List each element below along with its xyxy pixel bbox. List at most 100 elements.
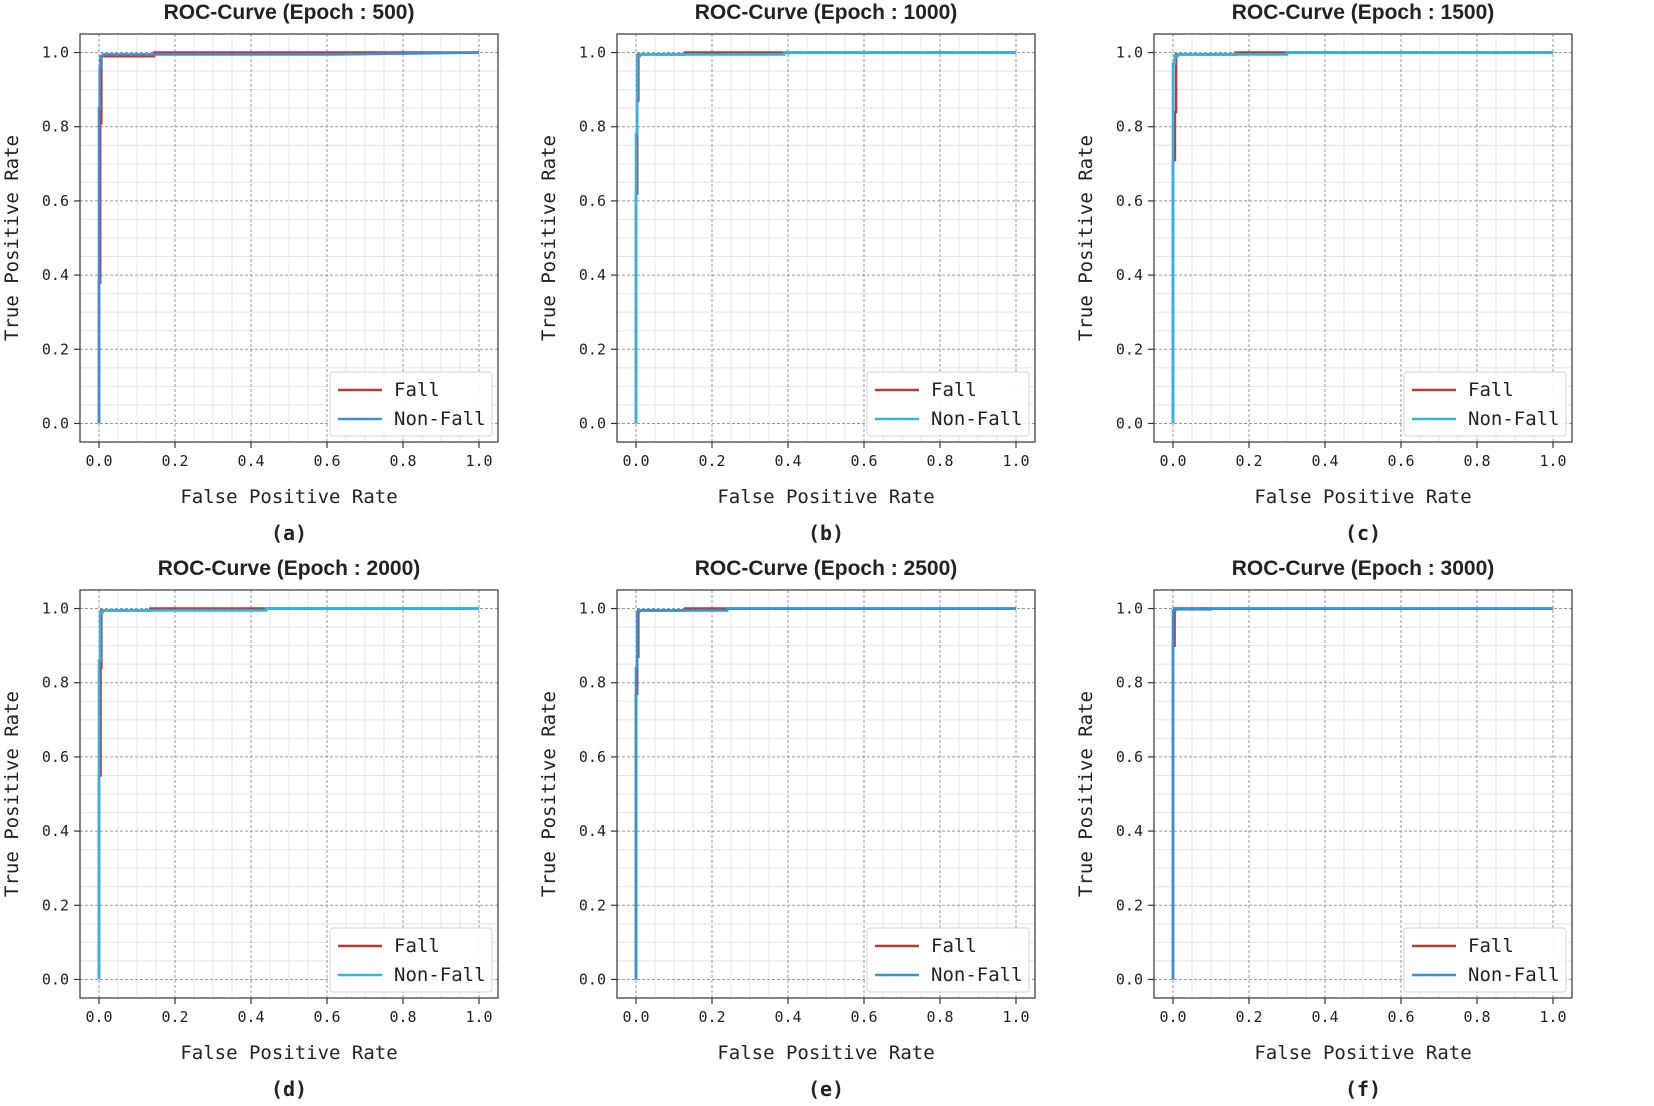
series-line-non-fall (634, 607, 1016, 980)
x-tick-label: 0.6 (850, 452, 877, 470)
x-axis-label: False Positive Rate (180, 486, 397, 508)
x-tick-label: 0.0 (85, 452, 112, 470)
plot-frame (79, 589, 499, 999)
roc-panel-b: 0.0 0.2 0.4 0.6 0.8 1.0 0.0 0.2 0.4 0.6 0.8 1.0 ROC-… (538, 1, 1036, 545)
y-tick-label: 0.8 (42, 118, 69, 136)
y-tick-label: 0.8 (1116, 674, 1143, 692)
y-tick-label: 0.4 (1116, 822, 1143, 840)
x-axis-label: False Positive Rate (1254, 1042, 1471, 1064)
panel-caption: (d) (271, 1077, 307, 1101)
x-tick-label: 0.6 (850, 1008, 877, 1026)
legend: Fall Non-Fall (1403, 371, 1567, 437)
y-tick-label: 1.0 (1116, 600, 1143, 618)
legend: Fall Non-Fall (1403, 927, 1567, 993)
y-tick-label: 1.0 (1116, 44, 1143, 62)
legend-label: Fall (931, 379, 977, 401)
y-axis-label: True Positive Rate (1, 135, 23, 341)
chart-title: ROC-Curve (Epoch : 1500) (1232, 1, 1495, 24)
legend-label: Non-Fall (931, 964, 1023, 986)
x-tick-label: 0.8 (1463, 452, 1490, 470)
y-tick-label: 0.0 (579, 414, 606, 432)
y-tick-label: 1.0 (42, 44, 69, 62)
series-line-non-fall (97, 607, 479, 980)
y-tick-label: 0.6 (579, 192, 606, 210)
x-tick-label: 0.8 (926, 1008, 953, 1026)
x-tick-label: 0.8 (389, 1008, 416, 1026)
x-tick-label: 0.4 (1311, 1008, 1338, 1026)
chart-title: ROC-Curve (Epoch : 1000) (695, 1, 958, 24)
legend-label: Non-Fall (931, 408, 1023, 430)
roc-panel-d: 0.0 0.2 0.4 0.6 0.8 1.0 0.0 0.2 0.4 0.6 0.8 1.0 ROC-… (1, 557, 499, 1101)
plot-frame (616, 33, 1036, 443)
legend: Fall Non-Fall (866, 927, 1030, 993)
legend-label: Non-Fall (1468, 408, 1560, 430)
y-tick-label: 0.6 (579, 748, 606, 766)
chart-title: ROC-Curve (Epoch : 2500) (695, 557, 958, 580)
x-tick-label: 1.0 (465, 452, 492, 470)
panel-caption: (c) (1345, 521, 1381, 545)
y-axis-label: True Positive Rate (1, 691, 23, 897)
x-tick-label: 0.0 (622, 452, 649, 470)
legend-label: Fall (394, 379, 440, 401)
x-tick-label: 1.0 (1539, 452, 1566, 470)
x-tick-label: 0.4 (237, 1008, 264, 1026)
y-tick-label: 0.2 (42, 896, 69, 914)
y-tick-label: 0.8 (1116, 118, 1143, 136)
x-tick-label: 0.4 (774, 452, 801, 470)
y-tick-label: 0.8 (579, 674, 606, 692)
x-axis-label: False Positive Rate (180, 1042, 397, 1064)
legend-label: Fall (1468, 935, 1514, 957)
roc-panel-c: 0.0 0.2 0.4 0.6 0.8 1.0 0.0 0.2 0.4 0.6 0.8 1.0 ROC-… (1075, 1, 1573, 545)
panel-caption: (e) (808, 1077, 844, 1101)
y-tick-label: 1.0 (579, 44, 606, 62)
x-axis-label: False Positive Rate (1254, 486, 1471, 508)
y-tick-label: 0.8 (579, 118, 606, 136)
x-tick-label: 0.6 (1387, 452, 1414, 470)
x-tick-label: 0.6 (313, 452, 340, 470)
y-tick-label: 0.4 (579, 266, 606, 284)
x-tick-label: 0.4 (1311, 452, 1338, 470)
legend-label: Non-Fall (394, 408, 486, 430)
panel-caption: (a) (271, 521, 307, 545)
roc-panel-f: 0.0 0.2 0.4 0.6 0.8 1.0 0.0 0.2 0.4 0.6 0.8 1.0 ROC-… (1075, 557, 1573, 1101)
y-tick-label: 0.4 (579, 822, 606, 840)
x-tick-label: 0.0 (1159, 1008, 1186, 1026)
x-axis-label: False Positive Rate (717, 1042, 934, 1064)
x-tick-label: 0.4 (237, 452, 264, 470)
plot-frame (616, 589, 1036, 999)
y-tick-label: 0.0 (1116, 414, 1143, 432)
x-tick-label: 0.8 (389, 452, 416, 470)
y-tick-label: 0.6 (42, 192, 69, 210)
y-tick-label: 0.4 (1116, 266, 1143, 284)
x-tick-label: 1.0 (1002, 452, 1029, 470)
y-tick-label: 0.4 (42, 822, 69, 840)
y-tick-label: 0.0 (1116, 970, 1143, 988)
y-axis-label: True Positive Rate (1075, 691, 1097, 897)
plot-frame (79, 33, 499, 443)
x-tick-label: 1.0 (465, 1008, 492, 1026)
y-tick-label: 0.4 (42, 266, 69, 284)
y-tick-label: 0.0 (579, 970, 606, 988)
y-tick-label: 0.6 (42, 748, 69, 766)
y-tick-label: 0.6 (1116, 192, 1143, 210)
panel-caption: (f) (1345, 1077, 1381, 1101)
x-tick-label: 0.6 (1387, 1008, 1414, 1026)
x-tick-label: 0.4 (774, 1008, 801, 1026)
y-tick-label: 0.2 (1116, 340, 1143, 358)
x-tick-label: 0.0 (622, 1008, 649, 1026)
chart-title: ROC-Curve (Epoch : 500) (164, 1, 415, 24)
roc-panel-a: 0.0 0.2 0.4 0.6 0.8 1.0 0.0 0.2 0.4 0.6 0.8 1.0 ROC-… (1, 1, 499, 545)
x-tick-label: 0.0 (1159, 452, 1186, 470)
x-tick-label: 0.2 (1235, 1008, 1262, 1026)
x-axis-label: False Positive Rate (717, 486, 934, 508)
y-tick-label: 0.2 (1116, 896, 1143, 914)
x-tick-label: 0.2 (1235, 452, 1262, 470)
y-tick-label: 1.0 (579, 600, 606, 618)
legend-label: Non-Fall (394, 964, 486, 986)
y-tick-label: 0.2 (579, 340, 606, 358)
x-tick-label: 0.2 (161, 452, 188, 470)
y-axis-label: True Positive Rate (538, 135, 560, 341)
legend: Fall Non-Fall (329, 927, 493, 993)
y-tick-label: 0.0 (42, 970, 69, 988)
